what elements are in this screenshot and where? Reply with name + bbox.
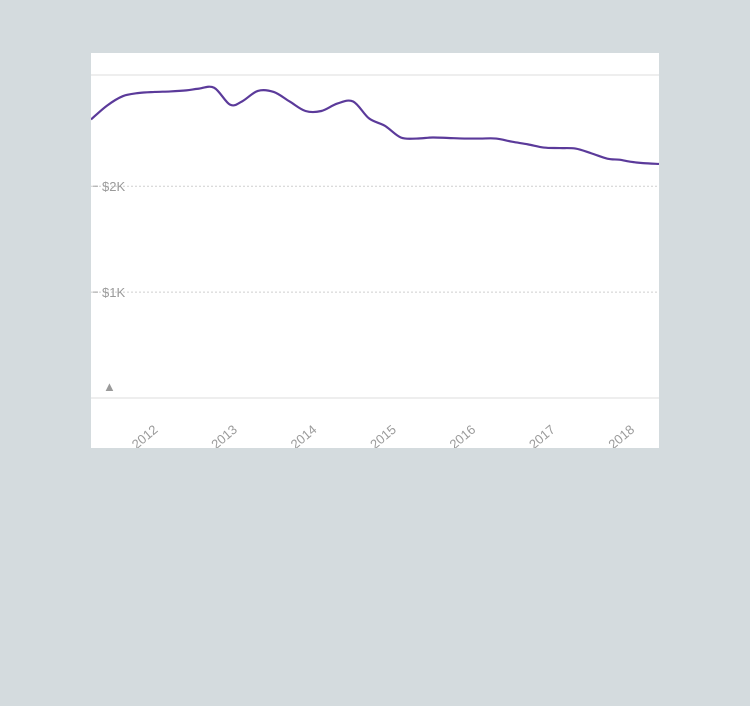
series-layer: [91, 85, 659, 166]
x-tick-label: 2015: [367, 422, 399, 448]
y-tick-label: $2K: [102, 179, 125, 194]
x-tick-label: 2014: [288, 422, 320, 448]
x-tick-label: 2018: [605, 422, 637, 448]
x-tick-label: 2016: [447, 422, 479, 448]
y-axis-min-marker: ▲: [103, 379, 116, 394]
x-tick-label: 2012: [129, 422, 161, 448]
x-axis: 2012 2013 2014 2015 2016 2017 2018: [129, 422, 637, 448]
series-line: [91, 85, 659, 166]
y-axis: $1K $2K: [93, 179, 125, 300]
line-chart: $1K $2K 2012 2013 2014 2015 2016 2017 2018 ▲: [91, 74, 659, 448]
x-tick-label: 2013: [208, 422, 240, 448]
grid-layer: [91, 74, 659, 399]
x-tick-label: 2017: [526, 422, 558, 448]
y-tick-label: $1K: [102, 285, 125, 300]
chart-card: $1K $2K 2012 2013 2014 2015 2016 2017 2018 ▲: [91, 53, 659, 448]
